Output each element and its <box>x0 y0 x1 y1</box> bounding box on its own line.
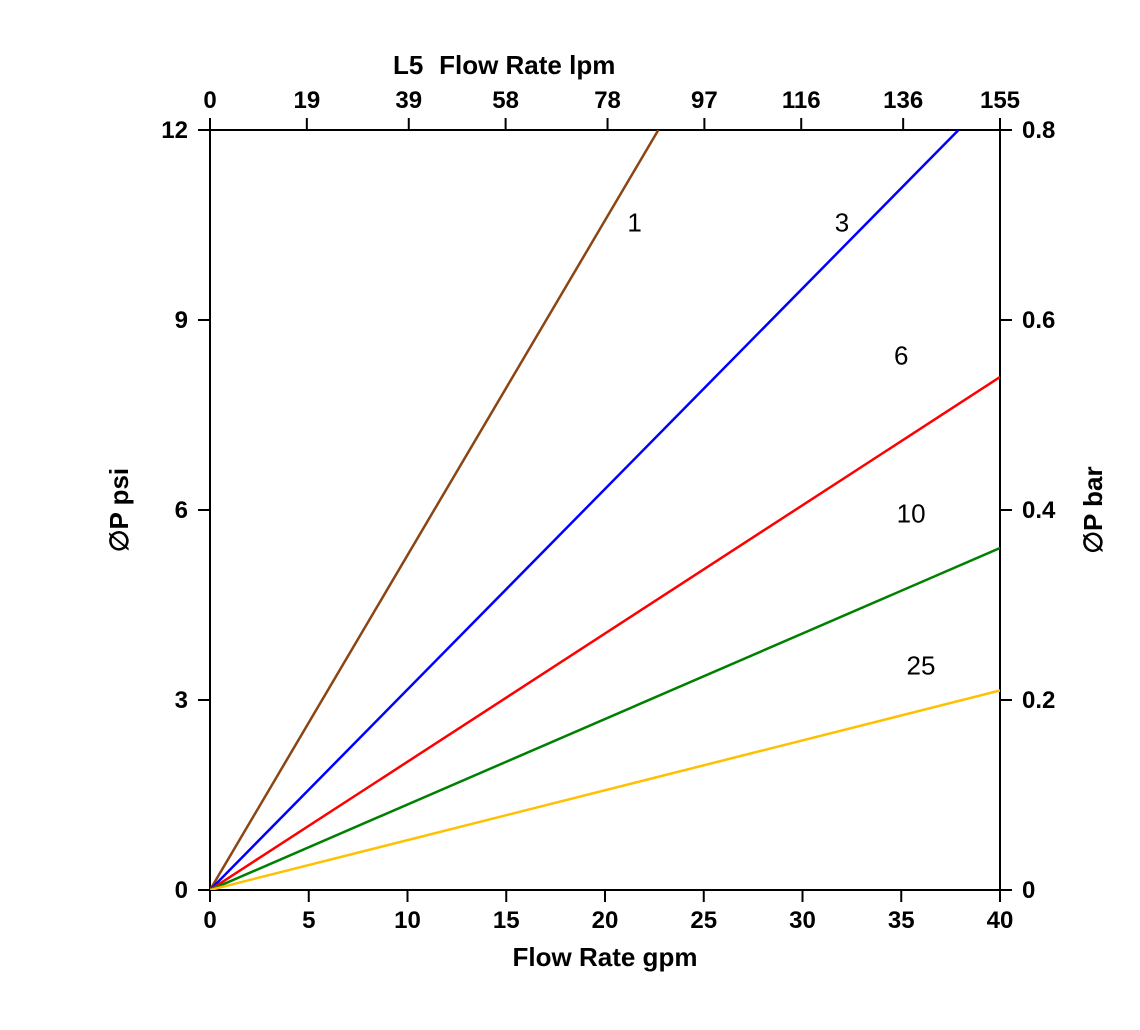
x-top-tick-label: 0 <box>203 87 216 114</box>
x-bottom-tick-label: 10 <box>394 907 421 934</box>
x-bottom-tick-label: 30 <box>789 907 816 934</box>
y-right-tick-label: 0.4 <box>1022 497 1056 524</box>
y-right-tick-label: 0 <box>1022 877 1035 904</box>
y-right-tick-label: 0.2 <box>1022 687 1055 714</box>
series-label: 25 <box>907 651 936 681</box>
series-label: 1 <box>627 207 641 237</box>
y-left-tick-label: 6 <box>175 497 188 524</box>
y-right-tick-label: 0.8 <box>1022 117 1055 144</box>
x-top-tick-label: 58 <box>492 87 519 114</box>
y-left-tick-label: 12 <box>161 117 188 144</box>
model-label: L5 <box>393 50 423 80</box>
pressure-flow-chart: 0510152025303540Flow Rate gpm01939587897… <box>0 0 1140 1030</box>
y-left-title: ∅P psi <box>104 468 134 552</box>
x-top-title: Flow Rate lpm <box>439 50 615 80</box>
y-left-tick-label: 9 <box>175 307 188 334</box>
y-right-tick-label: 0.6 <box>1022 307 1055 334</box>
x-bottom-tick-label: 5 <box>302 907 315 934</box>
x-bottom-tick-label: 40 <box>987 907 1014 934</box>
y-right-title: ∅P bar <box>1078 466 1108 553</box>
series-label: 6 <box>894 340 908 370</box>
x-bottom-tick-label: 25 <box>690 907 717 934</box>
y-left-tick-label: 3 <box>175 687 188 714</box>
y-left-tick-label: 0 <box>175 877 188 904</box>
x-bottom-title: Flow Rate gpm <box>513 942 698 972</box>
chart-svg: 0510152025303540Flow Rate gpm01939587897… <box>0 0 1140 1030</box>
x-top-tick-label: 116 <box>782 87 821 114</box>
series-label: 3 <box>835 207 849 237</box>
x-bottom-tick-label: 0 <box>203 907 216 934</box>
x-top-tick-label: 19 <box>293 87 320 114</box>
x-top-tick-label: 136 <box>883 87 923 114</box>
x-bottom-tick-label: 15 <box>493 907 520 934</box>
x-bottom-tick-label: 35 <box>888 907 915 934</box>
x-top-tick-label: 155 <box>980 87 1020 114</box>
series-label: 10 <box>897 499 926 529</box>
x-top-tick-label: 78 <box>594 87 621 114</box>
x-top-tick-label: 97 <box>691 87 718 114</box>
x-bottom-tick-label: 20 <box>592 907 619 934</box>
x-top-tick-label: 39 <box>395 87 422 114</box>
